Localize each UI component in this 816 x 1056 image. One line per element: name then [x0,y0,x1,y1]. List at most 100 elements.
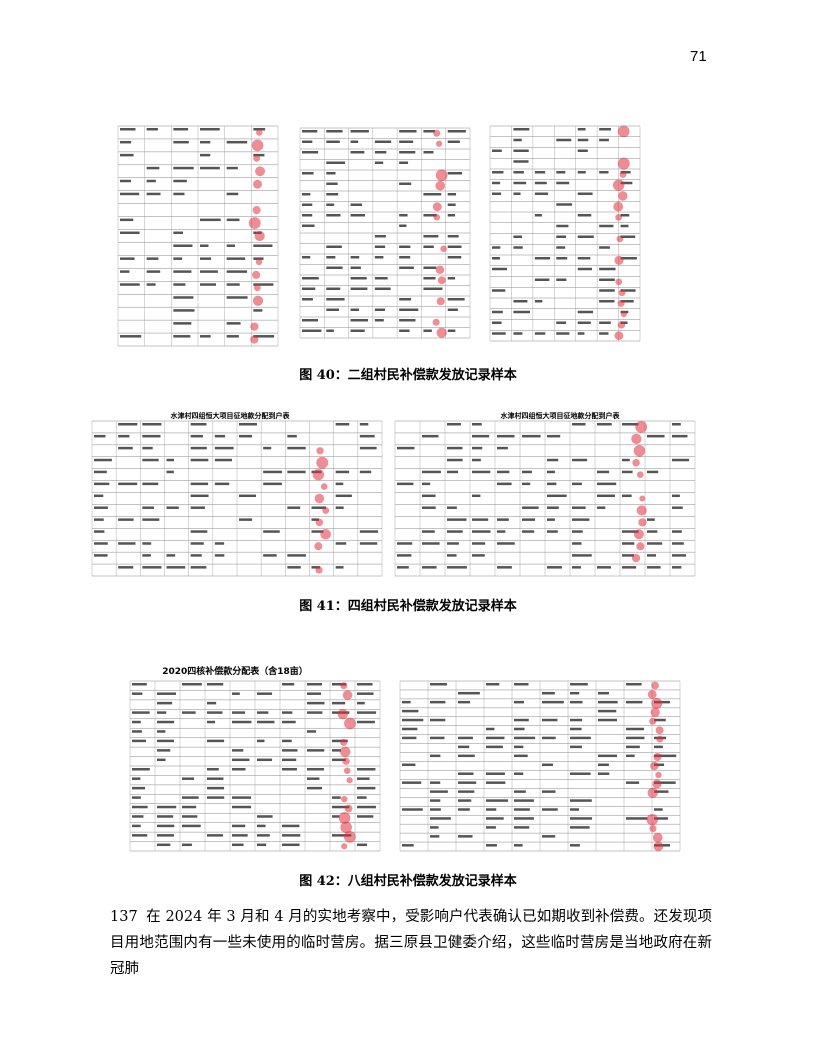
scanned-sheet [299,127,471,339]
handwriting [672,458,690,462]
handwriting [263,446,272,450]
handwriting [647,566,661,569]
handwriting [547,506,559,509]
handwriting [226,244,235,247]
handwriting [422,470,441,474]
fingerprint-stamp [341,795,348,803]
handwriting [547,434,561,438]
handwriting [556,138,572,142]
handwriting [182,824,201,828]
fingerprint-stamp [620,311,627,318]
fingerprint-stamp [632,458,640,467]
fingerprint-stamp [435,180,446,191]
handwriting [534,300,543,303]
fingerprint-stamp [656,735,664,743]
handwriting [497,518,509,521]
handwriting [302,130,318,133]
handwriting [132,730,142,733]
handwriting [514,790,526,793]
handwriting [232,805,252,809]
handwriting [282,720,296,724]
handwriting [597,423,612,426]
handwriting [513,332,523,335]
fingerprint-stamp [652,779,662,789]
handwriting [287,470,306,474]
handwriting [232,720,252,724]
fingerprint-stamp [320,483,328,490]
fingerprint-stamp [432,318,440,326]
fingerprint-stamp [256,129,263,136]
handwriting [142,506,154,509]
handwriting [190,554,202,557]
handwriting [207,777,224,780]
handwriting [622,542,635,545]
handwriting [422,434,439,438]
handwriting [307,701,325,705]
handwriting [534,192,549,195]
handwriting [357,777,370,780]
handwriting [423,287,443,290]
fingerprint-stamp [616,235,624,243]
handwriting [570,799,592,802]
handwriting [486,844,497,847]
handwriting [647,530,658,533]
handwriting [402,718,424,722]
handwriting [302,193,311,196]
fingerprint-stamp [342,757,350,765]
handwriting [359,470,372,474]
handwriting [307,730,317,733]
handwriting [514,808,530,811]
handwriting [335,494,352,498]
fingerprint-stamp [253,179,262,189]
handwriting [556,203,573,206]
handwriting [332,805,350,809]
handwriting [402,808,423,811]
fingerprint-stamp [649,717,657,725]
handwriting [626,727,644,731]
handwriting [620,224,629,228]
handwriting [626,781,640,784]
handwriting [458,745,470,749]
handwriting [166,458,174,462]
handwriting [302,319,319,322]
handwriting [253,244,273,247]
handwriting [350,319,369,322]
handwriting [597,470,610,474]
handwriting [190,446,207,450]
handwriting [232,796,252,799]
handwriting [422,566,437,569]
handwriting [598,709,617,713]
handwriting [497,530,506,533]
fingerprint-stamp [436,140,443,147]
fingerprint-stamp [341,843,348,850]
fingerprint-stamp [636,471,644,478]
handwriting [472,554,485,557]
handwriting [447,277,456,280]
handwriting [166,566,186,569]
handwriting [556,171,566,174]
handwriting [173,140,189,144]
handwriting [166,554,176,557]
handwriting [173,257,183,260]
handwriting [282,768,297,771]
handwriting [302,287,316,290]
handwriting [486,817,504,820]
fingerprint-stamp [615,278,623,286]
handwriting [332,815,340,818]
handwriting [142,423,162,426]
handwriting [599,278,615,281]
handwriting [514,683,529,686]
handwriting [556,278,567,281]
handwriting [497,470,510,474]
handwriting [173,166,194,170]
handwriting [132,711,150,714]
handwriting [622,530,639,533]
handwriting [399,151,416,154]
handwriting [257,843,267,847]
fingerprint-stamp [340,738,348,746]
fingerprint-stamp [615,214,622,221]
handwriting [182,805,197,809]
handwriting [302,172,314,175]
handwriting [282,843,300,847]
handwriting [302,256,311,259]
